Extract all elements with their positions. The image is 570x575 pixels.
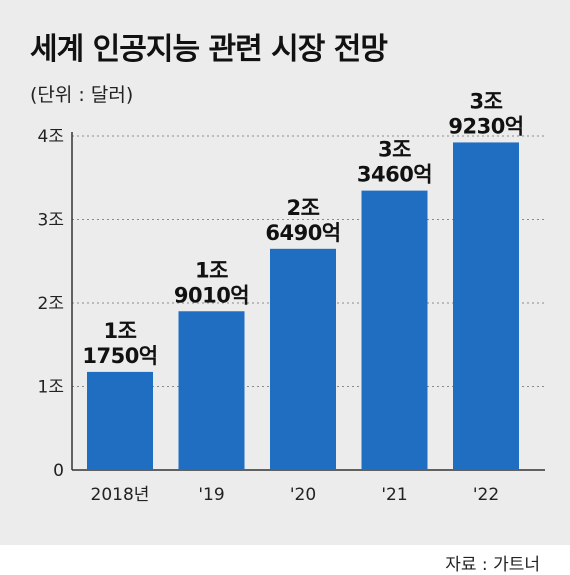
x-category-label: 2018년 xyxy=(91,485,150,505)
bar-chart: 01조2조3조4조1조1750억2018년1조9010억'192조6490억'2… xyxy=(38,89,545,505)
source-note: 자료 : 가트너 xyxy=(445,555,540,575)
y-tick-label: 0 xyxy=(53,461,64,481)
bar-value-label: 9010억 xyxy=(174,283,249,307)
bar-value-label: 1조 xyxy=(104,319,137,343)
bar-value-label: 2조 xyxy=(287,196,320,220)
bar-value-label: 6490억 xyxy=(265,221,340,245)
bar-value-label: 3460억 xyxy=(357,163,432,187)
x-category-label: '20 xyxy=(290,485,316,505)
unit-note: (단위 : 달러) xyxy=(30,84,134,106)
bar-value-label: 1750억 xyxy=(82,344,157,368)
y-tick-label: 1조 xyxy=(38,378,64,398)
y-tick-label: 3조 xyxy=(38,211,64,231)
x-category-label: '19 xyxy=(198,485,224,505)
y-tick-label: 4조 xyxy=(38,127,64,147)
x-category-label: '21 xyxy=(381,485,407,505)
bar-value-label: 9230억 xyxy=(448,114,523,138)
x-category-label: '22 xyxy=(473,485,499,505)
chart-title: 세계 인공지능 관련 시장 전망 xyxy=(30,32,388,67)
bar-value-label: 3조 xyxy=(470,89,503,113)
bar xyxy=(87,371,153,470)
bar-value-label: 3조 xyxy=(378,138,411,162)
bar-value-label: 1조 xyxy=(195,258,228,282)
y-tick-label: 2조 xyxy=(38,294,64,314)
bar xyxy=(361,190,428,470)
bar xyxy=(270,248,336,470)
bar xyxy=(453,142,519,470)
bar xyxy=(178,311,245,470)
